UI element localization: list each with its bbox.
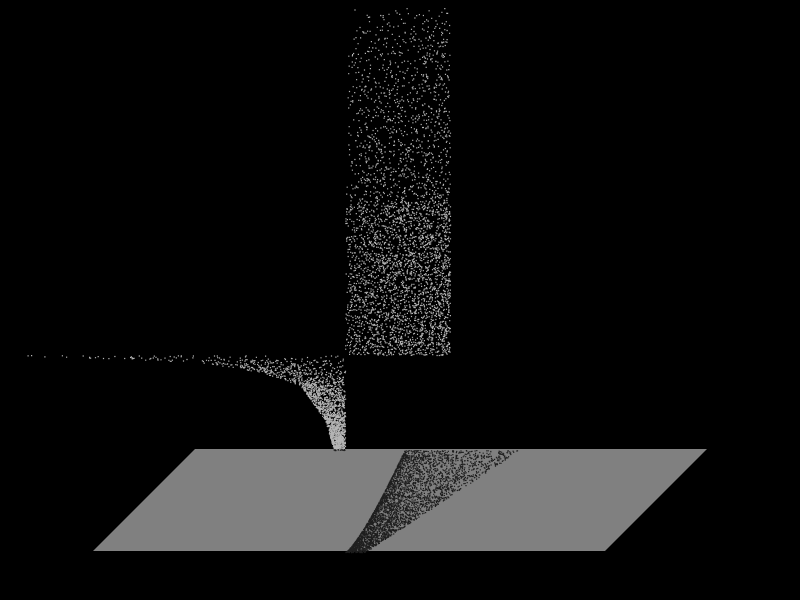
point-cloud-lower <box>333 449 519 554</box>
